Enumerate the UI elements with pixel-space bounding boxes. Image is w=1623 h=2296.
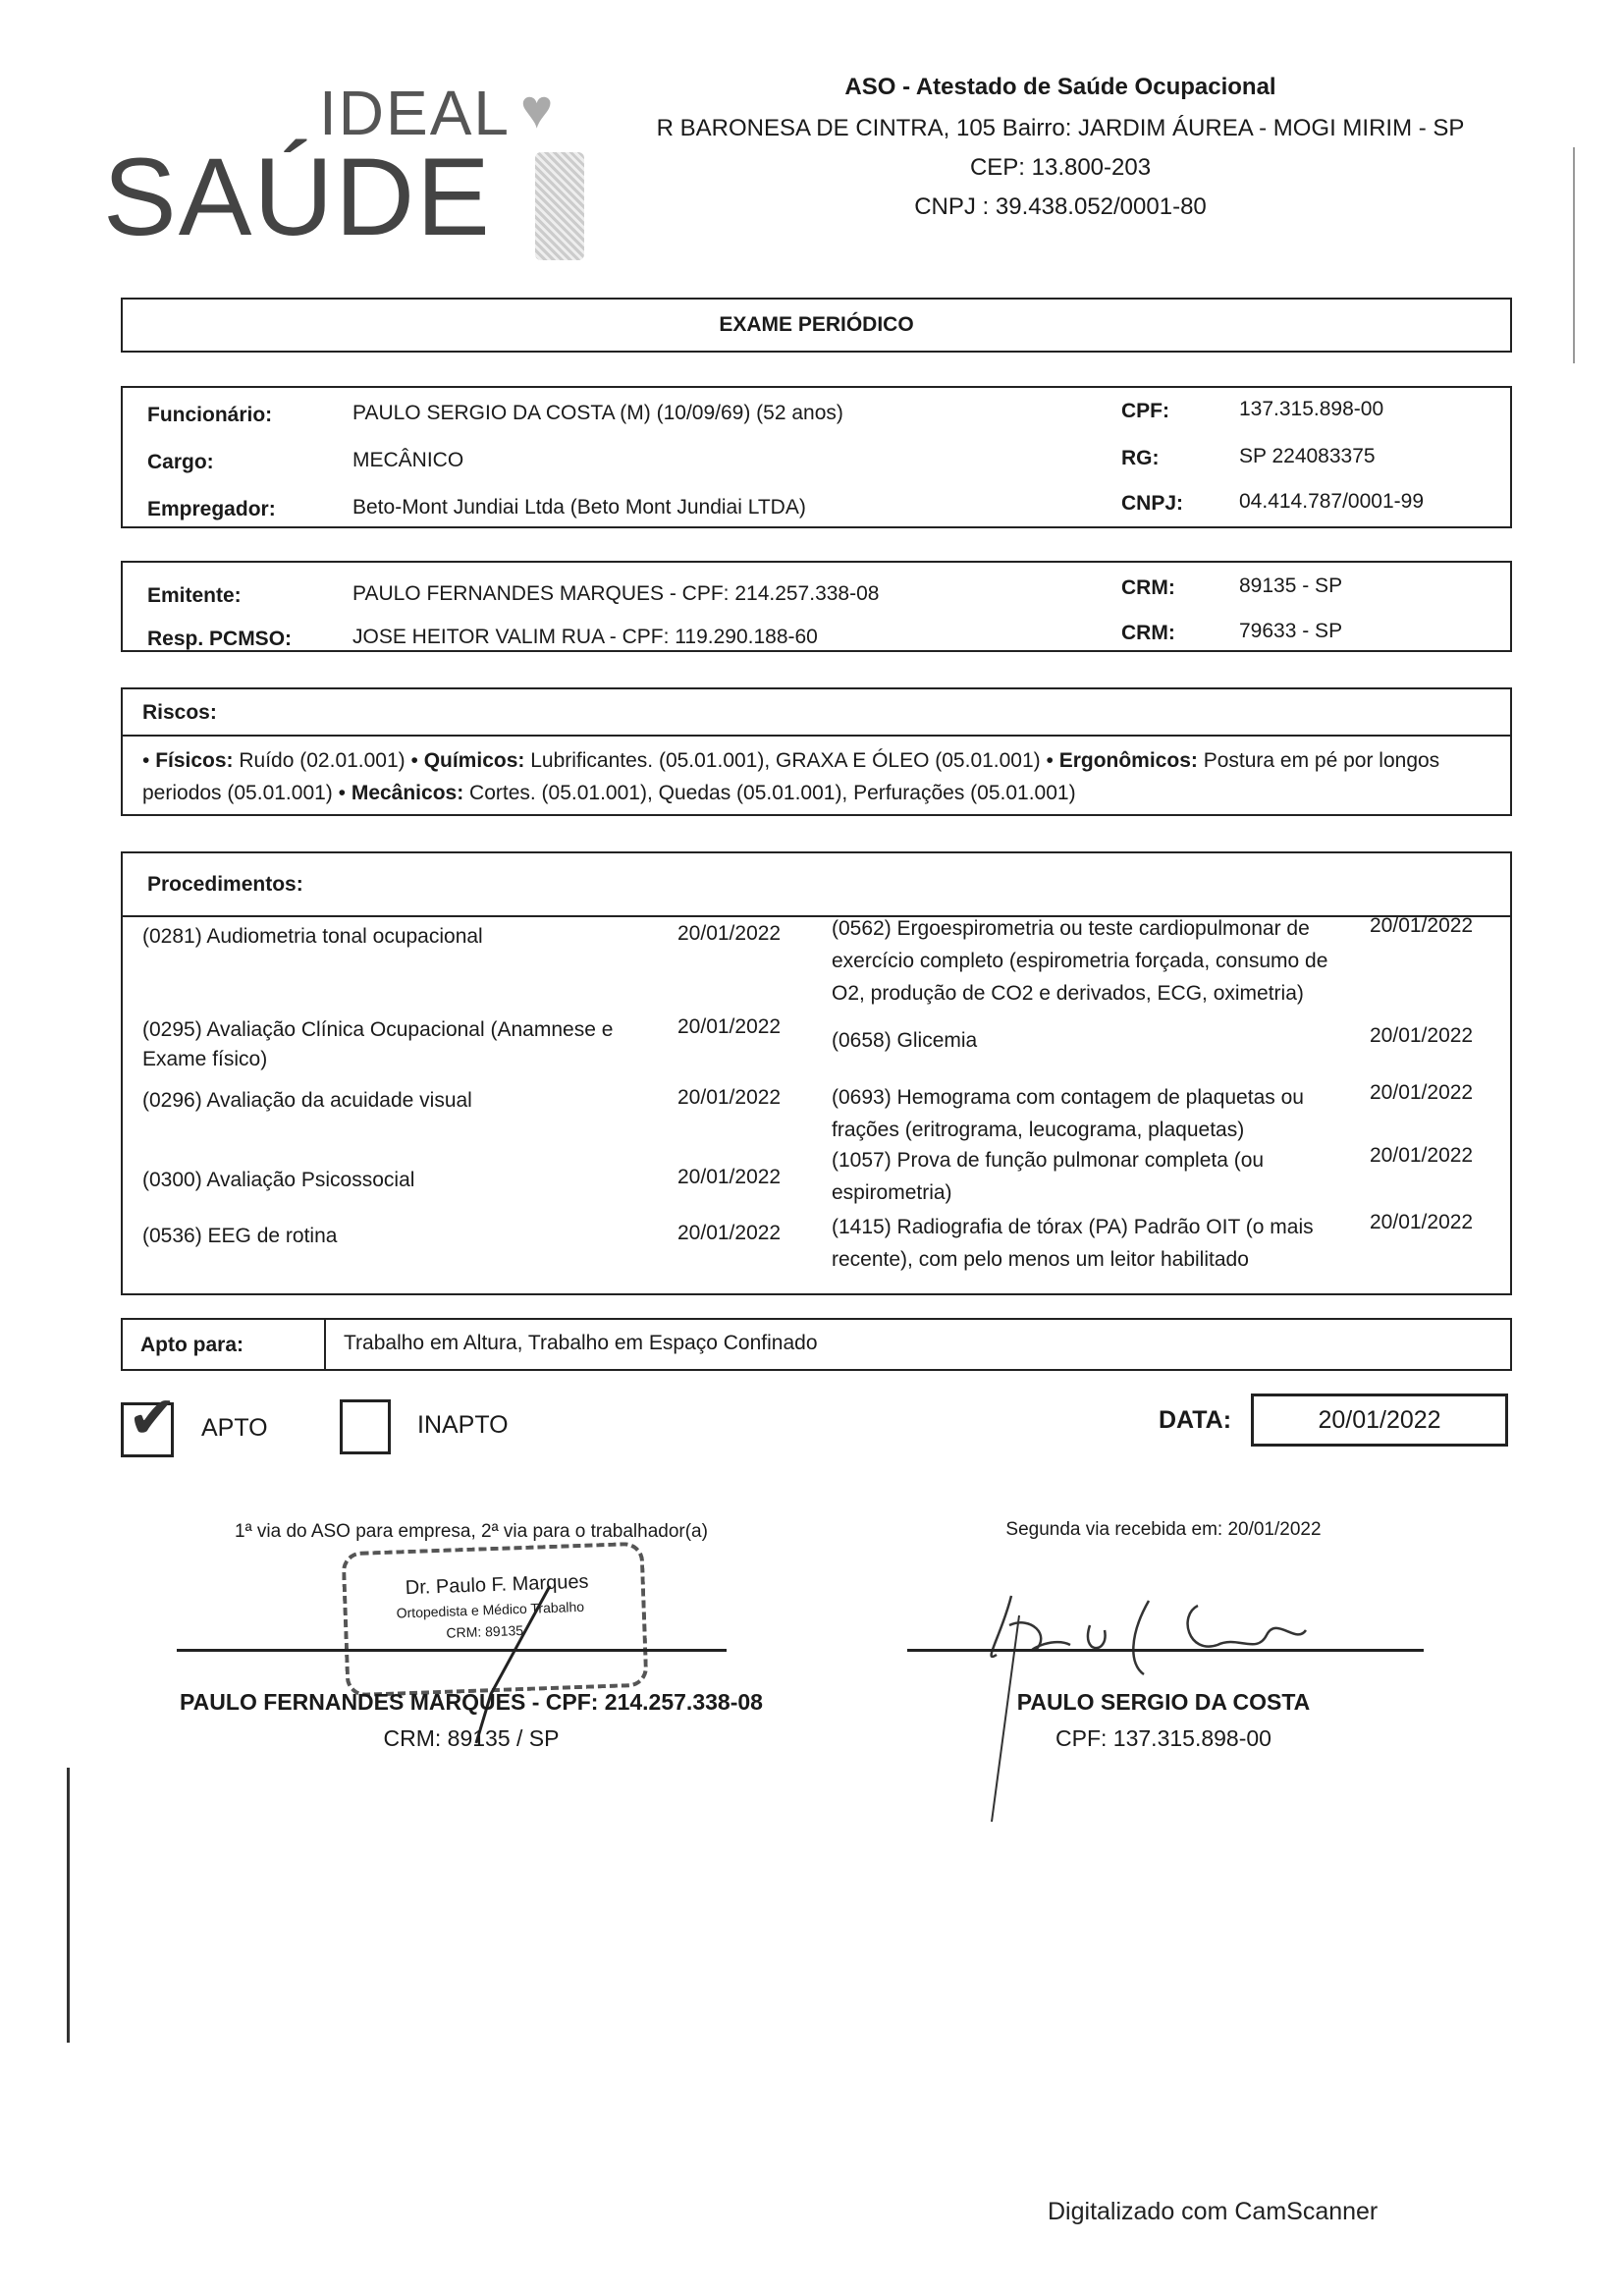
apto-para-label: Apto para: bbox=[140, 1334, 243, 1356]
procedure-name: (0562) Ergoespirometria ou teste cardiop… bbox=[832, 917, 1328, 1005]
camscanner-watermark: Digitalizado com CamScanner bbox=[1048, 2198, 1379, 2225]
procedure-name: (0300) Avaliação Psicossocial bbox=[142, 1169, 415, 1191]
procedure-date: 20/01/2022 bbox=[1370, 1081, 1474, 1104]
apto-para-box: Apto para: Trabalho em Altura, Trabalho … bbox=[121, 1318, 1512, 1371]
procedure-date: 20/01/2022 bbox=[677, 1015, 782, 1038]
risks-title: Riscos: bbox=[142, 701, 217, 724]
data-label: DATA: bbox=[1159, 1406, 1232, 1434]
crm1-value: 89135 - SP bbox=[1239, 574, 1343, 597]
resp-value: JOSE HEITOR VALIM RUA - CPF: 119.290.188… bbox=[352, 626, 818, 648]
emitente-label: Emitente: bbox=[147, 584, 242, 607]
inapto-label: INAPTO bbox=[417, 1411, 509, 1439]
issuer-signature-icon bbox=[474, 1585, 552, 1744]
procedure-date: 20/01/2022 bbox=[677, 1086, 782, 1109]
document-header: ASO - Atestado de Saúde Ocupacional R BA… bbox=[628, 74, 1492, 231]
scan-edge-line bbox=[67, 1768, 70, 2043]
procedure-date: 20/01/2022 bbox=[677, 922, 782, 945]
issuer-name: PAULO FERNANDES MARQUES - CPF: 214.257.3… bbox=[180, 1689, 763, 1715]
rg-value: SP 224083375 bbox=[1239, 445, 1376, 467]
checkmark-icon: ✔ bbox=[128, 1385, 178, 1450]
apto-label: APTO bbox=[201, 1414, 268, 1442]
procedure-name: (0295) Avaliação Clínica Ocupacional (An… bbox=[142, 1018, 614, 1070]
risk-fisicos-label: Físicos: bbox=[155, 749, 234, 772]
issuer-crm: CRM: 89135 / SP bbox=[383, 1725, 560, 1751]
crm2-value: 79633 - SP bbox=[1239, 620, 1343, 642]
risk-ergonomicos-label: Ergonômicos: bbox=[1058, 749, 1198, 772]
procedure-date: 20/01/2022 bbox=[677, 1166, 782, 1188]
clinic-cep: CEP: 13.800-203 bbox=[969, 154, 1152, 181]
procedure-name: (0281) Audiometria tonal ocupacional bbox=[142, 925, 483, 948]
exam-type: EXAME PERIÓDICO bbox=[719, 313, 914, 336]
issuer-box: Emitente: PAULO FERNANDES MARQUES - CPF:… bbox=[121, 561, 1512, 652]
data-value: 20/01/2022 bbox=[1318, 1405, 1441, 1434]
emitente-value: PAULO FERNANDES MARQUES - CPF: 214.257.3… bbox=[352, 582, 880, 605]
procedure-name: (0693) Hemograma com contagem de plaquet… bbox=[832, 1086, 1304, 1141]
logo-figure-icon bbox=[535, 152, 584, 260]
logo: IDEAL SAÚDE ♥ bbox=[98, 69, 609, 265]
procedure-name: (1415) Radiografia de tórax (PA) Padrão … bbox=[832, 1216, 1314, 1271]
second-copy-note: Segunda via recebida em: 20/01/2022 bbox=[1005, 1519, 1322, 1540]
risk-mecanicos-label: Mecânicos: bbox=[351, 782, 464, 804]
data-box: 20/01/2022 bbox=[1251, 1394, 1508, 1447]
risk-fisicos: Ruído (02.01.001) • bbox=[233, 749, 424, 772]
logo-saude: SAÚDE bbox=[103, 136, 492, 258]
procedure-name: (0296) Avaliação da acuidade visual bbox=[142, 1089, 472, 1112]
cnpj-value: 04.414.787/0001-99 bbox=[1239, 490, 1425, 513]
clinic-cnpj: CNPJ : 39.438.052/0001-80 bbox=[914, 193, 1207, 220]
apto-para-value: Trabalho em Altura, Trabalho em Espaço C… bbox=[344, 1332, 818, 1354]
procedure-name: (0536) EEG de rotina bbox=[142, 1225, 338, 1247]
inapto-checkbox[interactable] bbox=[340, 1399, 391, 1454]
risk-mecanicos: Cortes. (05.01.001), Quedas (05.01.001),… bbox=[463, 782, 1076, 804]
cargo-label: Cargo: bbox=[147, 451, 214, 473]
exam-type-box: EXAME PERIÓDICO bbox=[121, 298, 1512, 353]
crm1-label: CRM: bbox=[1121, 576, 1175, 599]
worker-name: PAULO SERGIO DA COSTA bbox=[1016, 1689, 1311, 1715]
procedure-date: 20/01/2022 bbox=[677, 1222, 782, 1244]
worker-cpf: CPF: 137.315.898-00 bbox=[1055, 1725, 1271, 1751]
document-title: ASO - Atestado de Saúde Ocupacional bbox=[844, 74, 1276, 100]
procedures-box: Procedimentos: (0281) Audiometria tonal … bbox=[121, 851, 1512, 1295]
funcionario-value: PAULO SERGIO DA COSTA (M) (10/09/69) (52… bbox=[352, 402, 843, 424]
worker-signature-block: Segunda via recebida em: 20/01/2022 PAUL… bbox=[884, 1517, 1443, 1823]
copy-note: 1ª via do ASO para empresa, 2ª via para … bbox=[235, 1521, 708, 1542]
procedure-date: 20/01/2022 bbox=[1370, 1024, 1474, 1047]
cnpj-label: CNPJ: bbox=[1121, 492, 1184, 515]
risk-quimicos-label: Químicos: bbox=[423, 749, 525, 772]
empregador-value: Beto-Mont Jundiai Ltda (Beto Mont Jundia… bbox=[352, 496, 806, 519]
employee-box: Funcionário: PAULO SERGIO DA COSTA (M) (… bbox=[121, 386, 1512, 528]
procedure-date: 20/01/2022 bbox=[1370, 1211, 1474, 1233]
risk-quimicos: Lubrificantes. (05.01.001), GRAXA E ÓLEO… bbox=[524, 749, 1059, 772]
scan-edge-line bbox=[1573, 147, 1575, 363]
risks-box: Riscos: • Físicos: Ruído (02.01.001) • Q… bbox=[121, 687, 1512, 816]
funcionario-label: Funcionário: bbox=[147, 404, 273, 426]
cpf-label: CPF: bbox=[1121, 400, 1169, 422]
cargo-value: MECÂNICO bbox=[352, 449, 464, 471]
procedure-date: 20/01/2022 bbox=[1370, 914, 1474, 937]
procedure-name: (0658) Glicemia bbox=[832, 1029, 978, 1052]
rg-label: RG: bbox=[1121, 447, 1160, 469]
resp-label: Resp. PCMSO: bbox=[147, 628, 293, 650]
issuer-signature-block: 1ª via do ASO para empresa, 2ª via para … bbox=[157, 1517, 785, 1753]
crm2-label: CRM: bbox=[1121, 622, 1175, 644]
clinic-address: R BARONESA DE CINTRA, 105 Bairro: JARDIM… bbox=[656, 115, 1465, 141]
procedure-name: (1057) Prova de função pulmonar completa… bbox=[832, 1149, 1265, 1204]
logo-ideal: IDEAL bbox=[319, 78, 511, 148]
cpf-value: 137.315.898-00 bbox=[1239, 398, 1384, 420]
procedure-date: 20/01/2022 bbox=[1370, 1144, 1474, 1167]
apto-checkbox[interactable]: ✔ bbox=[121, 1385, 177, 1457]
empregador-label: Empregador: bbox=[147, 498, 276, 520]
heart-icon: ♥ bbox=[520, 78, 554, 139]
risk-ergonomicos: Postura em pé por longos periodos (05.01… bbox=[142, 749, 1440, 804]
risks-text: • Físicos: Ruído (02.01.001) • Químicos:… bbox=[142, 749, 1440, 804]
procedures-title: Procedimentos: bbox=[147, 873, 303, 896]
